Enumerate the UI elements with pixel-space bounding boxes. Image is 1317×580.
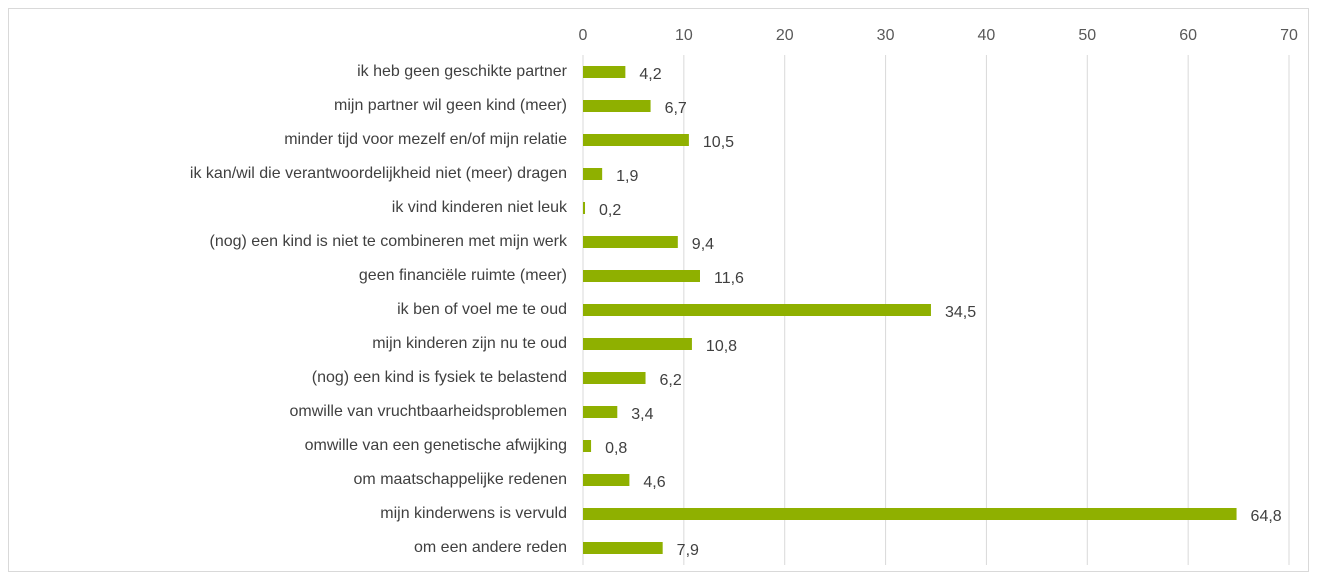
x-tick-label: 70 [1280,27,1298,44]
y-tick-label: ik vind kinderen niet leuk [392,199,568,216]
bar [583,338,692,350]
y-tick-label: mijn partner wil geen kind (meer) [334,97,567,114]
x-tick-label: 20 [776,27,794,44]
y-tick-label: (nog) een kind is fysiek te belastend [312,369,567,386]
y-tick-label: geen financiële ruimte (meer) [359,267,567,284]
bar [583,372,646,384]
x-tick-label: 60 [1179,27,1197,44]
bar [583,202,586,214]
x-tick-label: 50 [1078,27,1096,44]
data-label: 64,8 [1251,508,1282,525]
data-label: 1,9 [616,168,638,185]
bar [583,100,651,112]
bar [583,406,618,418]
bar [583,168,603,180]
data-label: 3,4 [631,406,653,423]
data-label: 10,8 [706,338,737,355]
data-label: 6,2 [660,372,682,389]
data-label: 10,5 [703,134,734,151]
y-tick-label: (nog) een kind is niet te combineren met… [210,233,568,250]
data-label: 9,4 [692,236,714,253]
bar [583,304,931,316]
data-label: 11,6 [714,270,744,287]
y-tick-label: ik ben of voel me te oud [397,301,567,318]
data-label: 4,2 [639,66,661,83]
bar [583,134,689,146]
bar [583,440,592,452]
x-tick-label: 0 [579,27,588,44]
x-tick-label: 40 [978,27,996,44]
chart-border [8,8,1309,572]
x-tick-label: 30 [877,27,895,44]
data-label: 7,9 [677,542,699,559]
bar [583,508,1237,520]
data-label: 6,7 [665,100,687,117]
y-tick-label: omwille van een genetische afwijking [305,437,567,454]
bar [583,542,663,554]
x-tick-label: 10 [675,27,693,44]
y-tick-label: ik heb geen geschikte partner [357,63,568,80]
data-label: 0,2 [599,202,621,219]
bar [583,270,700,282]
data-label: 0,8 [605,440,627,457]
data-label: 34,5 [945,304,976,321]
bar [583,474,630,486]
y-tick-label: ik kan/wil die verantwoordelijkheid niet… [190,165,567,182]
y-tick-label: omwille van vruchtbaarheidsproblemen [290,403,567,420]
bar [583,66,626,78]
y-tick-label: minder tijd voor mezelf en/of mijn relat… [284,131,567,148]
y-tick-label: mijn kinderen zijn nu te oud [372,335,567,352]
data-label: 4,6 [643,474,665,491]
y-tick-label: om maatschappelijke redenen [354,471,567,488]
y-tick-label: mijn kinderwens is vervuld [380,505,567,522]
y-tick-label: om een andere reden [414,539,567,556]
bar [583,236,678,248]
